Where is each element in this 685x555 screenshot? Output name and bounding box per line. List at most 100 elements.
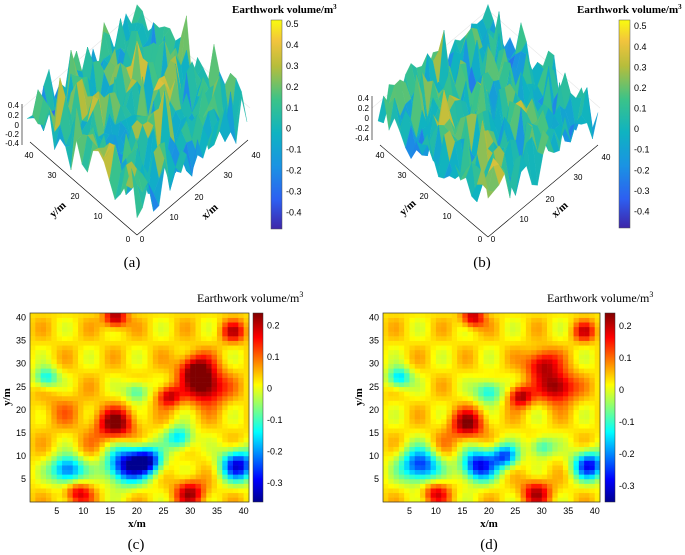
heatmap-cell <box>195 340 202 346</box>
heatmap-cell <box>504 349 511 355</box>
heatmap-cell <box>131 483 138 489</box>
heatmap-cell <box>67 492 74 498</box>
heatmap-cell <box>67 414 74 420</box>
heatmap-cell <box>51 414 58 420</box>
heatmap-cell <box>441 400 447 406</box>
heatmap-cell <box>120 363 127 369</box>
heatmap-cell <box>404 382 410 388</box>
heatmap-cell <box>504 488 511 494</box>
heatmap-cell <box>238 492 244 498</box>
heatmap-cell <box>510 428 516 434</box>
heatmap-cell <box>430 428 437 434</box>
heatmap-cell <box>409 340 416 346</box>
heatmap-cell <box>168 391 175 397</box>
heatmap-cell <box>232 322 239 328</box>
heatmap-cell <box>110 405 116 411</box>
heatmap-cell <box>168 359 175 365</box>
heatmap-cell <box>430 432 437 438</box>
heatmap-cell <box>152 414 159 420</box>
heatmap-cell <box>200 322 207 328</box>
heatmap-cell <box>126 382 132 388</box>
heatmap-cell <box>472 405 479 411</box>
heatmap-cell <box>483 322 490 328</box>
heatmap-cell <box>520 405 527 411</box>
heatmap-cell <box>488 340 495 346</box>
heatmap-cell <box>462 340 468 346</box>
heatmap-cell <box>568 469 574 475</box>
heatmap-cell <box>40 446 47 452</box>
heatmap-cell <box>243 455 250 461</box>
heatmap-cell <box>594 497 601 503</box>
heatmap-cell <box>131 488 138 494</box>
heatmap-cell <box>56 446 63 452</box>
heatmap-cell <box>243 423 250 429</box>
heatmap-cell <box>525 354 532 360</box>
x-tick-a-3: 30 <box>224 171 233 180</box>
heatmap-cell <box>147 359 154 365</box>
heatmap-cell <box>584 395 590 401</box>
heatmap-cell <box>168 469 175 475</box>
heatmap-cell <box>420 437 426 443</box>
heatmap-cell <box>594 377 601 383</box>
heatmap-cell <box>94 423 100 429</box>
heatmap-cell <box>589 428 595 434</box>
heatmap-cell <box>72 405 79 411</box>
heatmap-cell <box>499 405 506 411</box>
heatmap-cell <box>174 363 180 369</box>
heatmap-cell <box>152 451 159 457</box>
heatmap-cell <box>472 455 479 461</box>
heatmap-cell <box>398 395 405 401</box>
heatmap-cell <box>414 409 421 415</box>
heatmap-cell <box>83 432 90 438</box>
heatmap-cell <box>206 497 212 503</box>
heatmap-cell <box>78 488 84 494</box>
heatmap-cell <box>398 322 405 328</box>
heatmap-cell <box>110 363 116 369</box>
heatmap-cell <box>232 437 239 443</box>
heatmap-cell <box>388 465 394 471</box>
heatmap-cell <box>147 469 154 475</box>
heatmap-cell <box>398 437 405 443</box>
heatmap-cell <box>584 492 590 498</box>
heatmap-cell <box>72 497 79 503</box>
heatmap-cell <box>578 313 585 318</box>
heatmap-cell <box>195 317 202 323</box>
heatmap-cell <box>35 354 41 360</box>
heatmap-cell <box>243 349 250 355</box>
heatmap-cell <box>483 465 490 471</box>
heatmap-cell <box>393 469 400 475</box>
heatmap-cell <box>168 446 175 452</box>
heatmap-cell <box>51 419 58 424</box>
colorbar-a-title-sup: 3 <box>333 3 337 11</box>
heatmap-cell <box>578 488 585 494</box>
heatmap-cell <box>388 400 394 406</box>
heatmap-cell <box>547 442 553 447</box>
heatmap-cell <box>120 382 127 388</box>
heatmap-cell <box>425 349 431 355</box>
heatmap-cell <box>557 317 564 323</box>
colorbar-a <box>270 19 283 230</box>
heatmap-cell <box>195 363 202 369</box>
heatmap-cell <box>195 400 202 406</box>
heatmap-cell <box>211 446 218 452</box>
heatmap-cell <box>72 460 79 466</box>
y-tick-label: 30 <box>369 359 379 369</box>
heatmap-cell <box>56 395 63 401</box>
heatmap-cell <box>451 446 458 452</box>
heatmap-cell <box>568 483 574 489</box>
heatmap-cell <box>158 423 164 429</box>
heatmap-cell <box>40 331 47 337</box>
heatmap-cell <box>232 331 239 337</box>
heatmap-cell <box>462 478 468 484</box>
heatmap-cell <box>562 469 569 475</box>
heatmap-cell <box>584 363 590 369</box>
heatmap-cell <box>435 474 442 480</box>
heatmap-cell <box>168 368 175 374</box>
heatmap-cell <box>536 326 543 332</box>
heatmap-cell <box>190 442 196 447</box>
x-tick-label: 35 <box>212 506 222 516</box>
heatmap-cell <box>163 349 170 355</box>
heatmap-cell <box>510 437 516 443</box>
heatmap-cell <box>393 465 400 471</box>
heatmap-cell <box>110 331 116 337</box>
